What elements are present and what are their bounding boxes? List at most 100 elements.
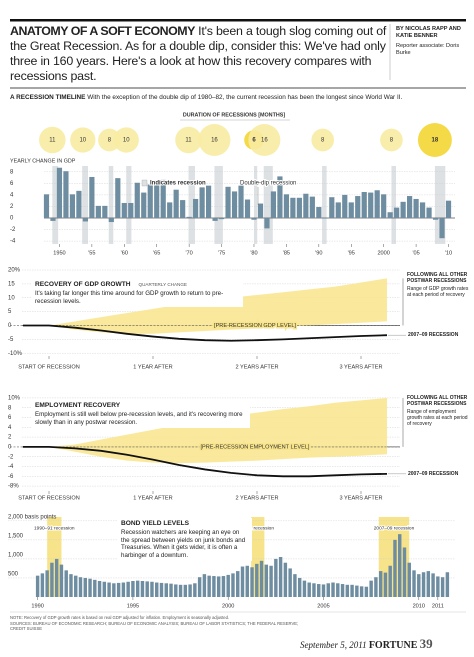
series-name: 2007–09 RECESSION (408, 470, 459, 477)
bar (309, 196, 315, 218)
bar (74, 575, 78, 597)
y-tick-label: 4 (8, 425, 12, 431)
bar (207, 575, 211, 597)
timeline-text: With the exception of the double dip of … (87, 94, 403, 101)
recession-bubble (248, 124, 281, 156)
recession-bubble (311, 128, 335, 152)
bar (393, 539, 397, 597)
bar (250, 567, 254, 597)
x-tick-label: '10 (445, 250, 452, 256)
bar (297, 577, 302, 597)
recession-span (82, 166, 88, 244)
y-tick-label: 1,000 (8, 552, 24, 558)
bar (121, 202, 127, 218)
x-tick-label: '80 (250, 250, 257, 256)
text-box: EMPLOYMENT RECOVERY Employment is still w… (32, 400, 250, 429)
bar (440, 577, 445, 597)
bar (50, 218, 56, 221)
chart-title: BOND YIELD LEVELS (121, 520, 190, 527)
bar (115, 178, 121, 218)
bar (154, 180, 160, 218)
bar (417, 574, 421, 597)
bar (216, 576, 221, 597)
bubble-label: 6 (252, 138, 256, 144)
bar (350, 584, 354, 597)
bar (140, 581, 145, 597)
x-tick-label: 3 YEARS AFTER (339, 495, 382, 501)
recession-span (214, 166, 223, 244)
series-name: 2007–09 RECESSION (408, 332, 459, 339)
bar (128, 202, 134, 218)
bar (188, 584, 192, 597)
bar (121, 582, 126, 597)
recession-span (263, 166, 273, 244)
x-tick-label: START OF RECESSION (18, 364, 80, 370)
bar (431, 573, 435, 597)
bar (336, 583, 340, 597)
date: September 5, 2011 (300, 640, 367, 650)
bar (326, 583, 330, 597)
bar (259, 560, 264, 597)
bar (160, 179, 166, 218)
x-tick-label: '75 (218, 250, 225, 256)
bar (40, 573, 45, 597)
bar (167, 202, 173, 218)
recession-bubble (70, 127, 96, 153)
bar (186, 216, 192, 218)
bar (59, 564, 64, 597)
bar (225, 186, 231, 218)
y-tick-label: -2 (10, 227, 16, 233)
bar (277, 176, 283, 218)
bar (116, 582, 121, 597)
x-tick-label: 3 YEARS AFTER (339, 364, 382, 370)
bar (402, 547, 407, 597)
bar (445, 200, 452, 218)
y-tick-label: 2 (8, 435, 12, 441)
text-box: BOND YIELD LEVELS Recession watchers are … (118, 518, 252, 562)
x-tick-label: 2000 (222, 603, 234, 609)
recession-span (52, 166, 59, 244)
reference-label: [PRE-RECESSION EMPLOYMENT LEVEL] (200, 444, 309, 450)
bar (394, 207, 400, 218)
y-tick-label: 2 (10, 204, 14, 210)
bubble-title: DURATION OF RECESSIONS [MONTHS] (183, 112, 286, 118)
annotation: Double-dip recession (240, 181, 296, 187)
bar (64, 570, 68, 597)
legend-title: FOLLOWING ALL OTHER POSTWAR RECESSIONS (407, 272, 468, 284)
page-number: 39 (419, 636, 433, 651)
bar (238, 185, 244, 218)
y-tick-label: 4 (10, 192, 14, 198)
title: ANATOMY OF A SOFT ECONOMY (10, 24, 195, 38)
bar (426, 207, 432, 218)
y-tick-label: 0 (8, 444, 12, 450)
bar (348, 202, 354, 218)
y-tick-label: 0 (10, 216, 14, 222)
x-tick-label: '60 (121, 250, 128, 256)
bar (69, 574, 73, 597)
y-tick-label: -8% (8, 484, 19, 490)
x-tick-label: '05 (412, 250, 419, 256)
bar (419, 202, 426, 218)
line (23, 446, 388, 478)
bar (126, 581, 130, 597)
bubble-label: 8 (390, 138, 394, 144)
span-label: 2007–09 recession (374, 525, 415, 531)
bar (193, 583, 197, 597)
x-tick-label: 2 YEARS AFTER (235, 495, 278, 501)
bar (141, 192, 147, 218)
bar (342, 194, 348, 218)
bar (331, 582, 335, 597)
bar (426, 571, 431, 597)
bar (288, 568, 292, 597)
x-tick-label: 2000 (377, 250, 389, 256)
bar (212, 576, 216, 597)
x-tick-label: 1995 (127, 603, 139, 609)
legend-note: Range of GDP growth rates at each period… (407, 286, 469, 298)
recession-bubble (417, 123, 452, 157)
bar (264, 564, 269, 597)
note: NOTE: Recovery of GDP growth rates is ba… (10, 615, 230, 620)
bar (43, 194, 50, 218)
bar (174, 584, 178, 597)
y-tick-label: 0 (8, 323, 12, 329)
bar (193, 198, 199, 218)
